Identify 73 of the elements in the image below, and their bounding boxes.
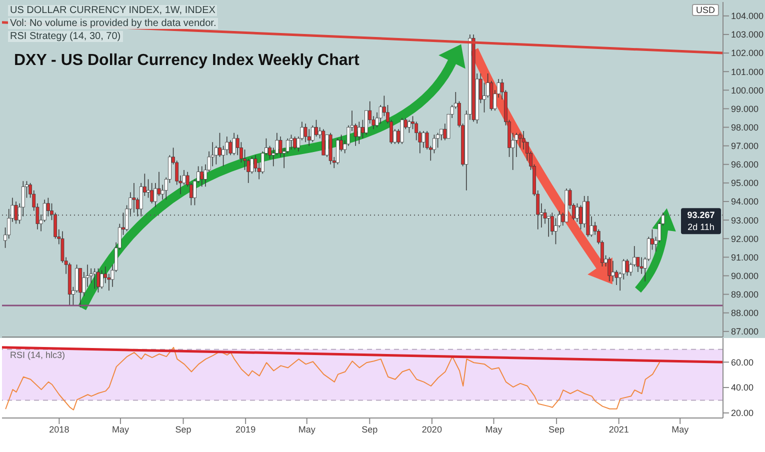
candlestick	[200, 166, 204, 188]
candlestick	[100, 270, 104, 290]
candlestick	[325, 134, 329, 158]
candlestick	[132, 182, 136, 214]
x-tick-label: May	[298, 424, 316, 434]
candlestick	[608, 256, 612, 282]
candlestick	[304, 123, 308, 143]
candlestick	[422, 130, 426, 148]
y-tick-label: 103.000	[731, 30, 764, 40]
candlestick	[640, 256, 644, 274]
y-tick-label: 92.000	[731, 234, 759, 244]
candlestick	[546, 216, 550, 238]
annotation: 2d 11h	[688, 222, 714, 232]
candlestick	[46, 197, 50, 217]
x-tick-label: May	[112, 424, 130, 434]
candlestick	[214, 145, 218, 165]
candlestick	[400, 118, 404, 144]
y-tick-label: 100.000	[731, 85, 764, 96]
candlestick	[357, 121, 361, 144]
candlestick	[522, 130, 526, 150]
x-tick-label: 2020	[422, 424, 442, 434]
candlestick	[575, 202, 579, 222]
candlestick	[293, 136, 297, 150]
y-tick-label: 94.000	[731, 196, 759, 207]
price-tag: 93.267 2d 11h	[681, 208, 721, 234]
x-tick-label: May	[485, 424, 503, 434]
y-tick-label: 88.000	[731, 308, 759, 318]
candlestick	[290, 134, 293, 150]
y-tick-label: 98.000	[731, 122, 759, 132]
y-tick-label: 40.00	[731, 382, 754, 393]
candlestick	[232, 132, 236, 156]
annotation: Vol: No volume is provided by the data vendor.	[8, 18, 218, 29]
candlestick	[96, 268, 100, 293]
candlestick	[611, 260, 615, 282]
y-tick-label: 93.000	[731, 215, 759, 226]
text: DXY - US Dollar Currency Index Weekly Chart	[14, 52, 360, 70]
candlestick	[92, 268, 96, 290]
y-tick-label: 97.000	[731, 141, 759, 152]
candlestick	[626, 258, 629, 276]
x-tick-label: 2018	[49, 424, 70, 434]
x-tick-label: Sep	[362, 424, 378, 434]
candlestick	[314, 119, 318, 137]
annotation: USD	[692, 4, 720, 16]
candlestick	[518, 132, 522, 148]
line-series	[5, 346, 660, 410]
candlestick	[150, 182, 154, 204]
y-tick-label: 60.00	[731, 357, 754, 368]
y-tick-label: 99.000	[731, 104, 759, 114]
y-tick-label: 91.000	[731, 252, 759, 262]
candlestick	[579, 204, 582, 230]
x-tick-label: May	[672, 424, 690, 434]
y-tick-label: 20.00	[731, 408, 754, 418]
candlestick	[146, 178, 150, 198]
y-tick-label: 89.000	[731, 290, 759, 300]
x-tick-label: 2019	[236, 424, 256, 434]
annotation: RSI Strategy (14, 30, 70)	[8, 31, 123, 42]
candlestick	[14, 201, 18, 224]
y-tick-label: 87.000	[731, 326, 759, 337]
annotation: US DOLLAR CURRENCY INDEX, 1W, INDEX	[8, 5, 218, 16]
candlestick	[407, 119, 411, 134]
y-tick-label: 95.000	[731, 178, 759, 188]
x-tick-label: 2021	[608, 424, 629, 434]
x-tick-label: Sep	[548, 424, 565, 434]
candlestick	[228, 140, 232, 156]
y-tick-label: 102.000	[731, 48, 764, 58]
annotation: RSI (14, hlc3)	[8, 350, 68, 360]
y-tick-label: 96.000	[731, 160, 759, 170]
y-tick-label: 101.000	[731, 66, 764, 77]
y-tick-label: 90.000	[731, 270, 759, 281]
x-tick-label: Sep	[175, 424, 192, 434]
ref-line-label: 93.267	[687, 210, 715, 220]
y-tick-label: 104.000	[731, 11, 764, 22]
candlestick	[336, 138, 340, 165]
